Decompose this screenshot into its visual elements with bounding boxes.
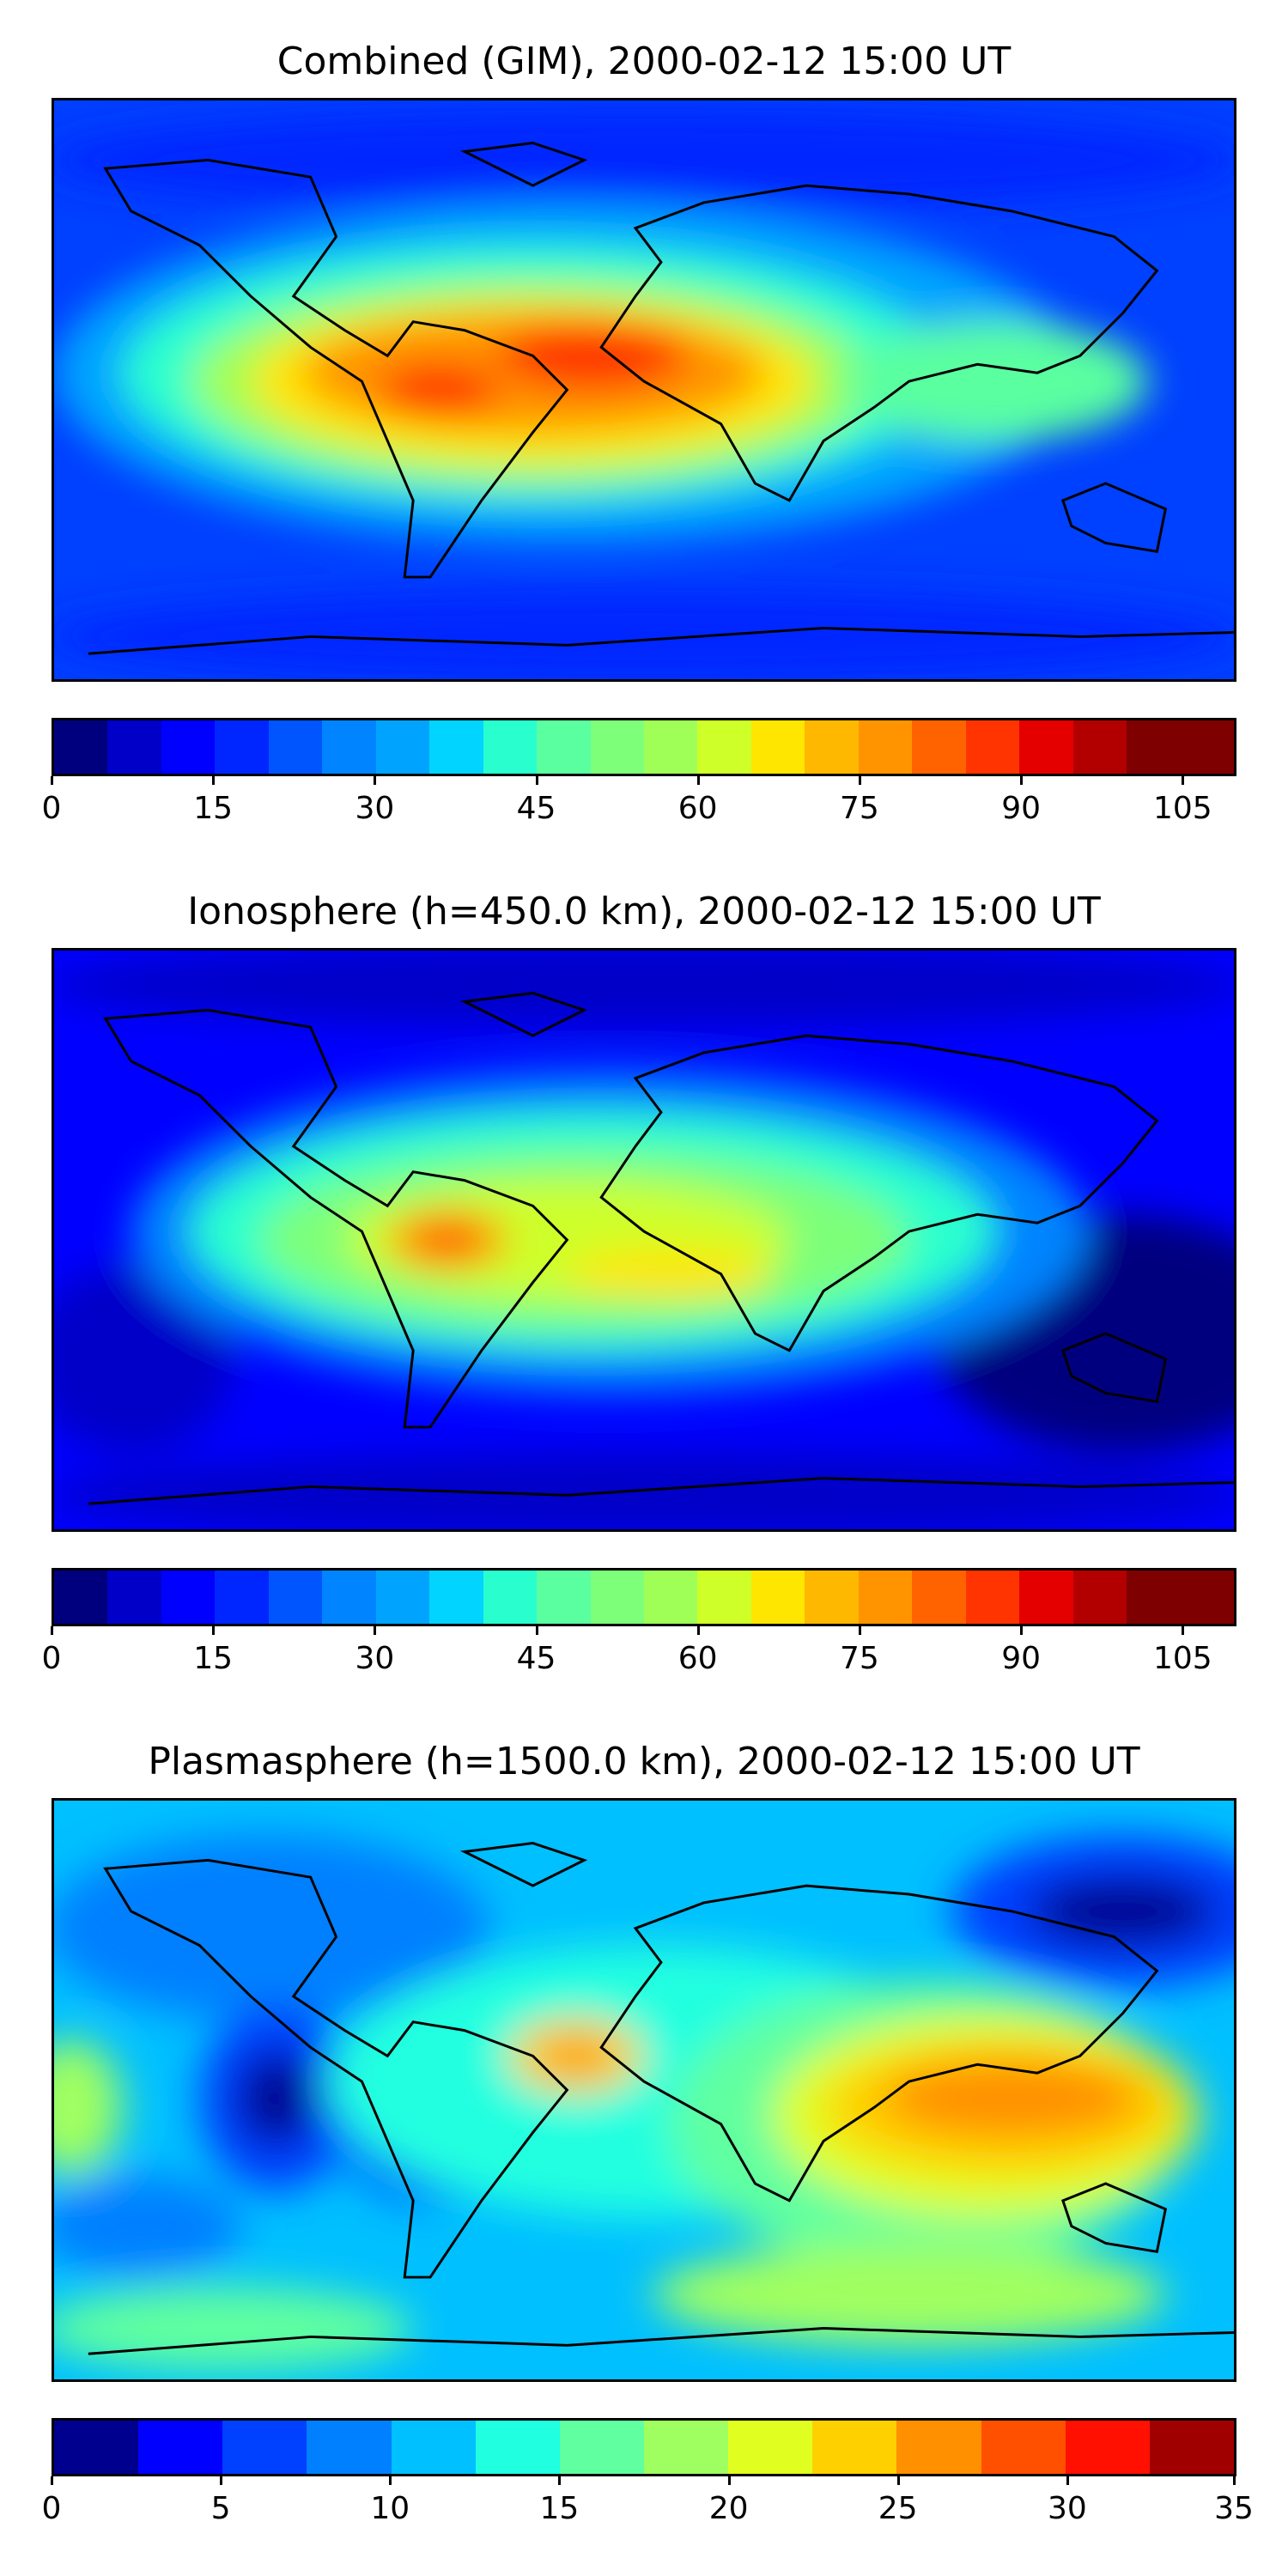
colorbar-segment bbox=[537, 720, 591, 774]
colorbar-segment bbox=[483, 720, 538, 774]
colorbar-segment bbox=[912, 1571, 966, 1624]
colorbar-segment bbox=[161, 1571, 216, 1624]
colorbar-segment bbox=[812, 2421, 897, 2474]
map-plasmasphere bbox=[52, 1798, 1236, 2382]
colorbar-segment bbox=[1127, 720, 1181, 774]
colorbar-segment bbox=[537, 1571, 591, 1624]
colorbar-segment bbox=[322, 1571, 376, 1624]
colorbar-segment bbox=[965, 720, 1020, 774]
colorbar-segment bbox=[805, 1571, 859, 1624]
colorbar-segment bbox=[1019, 720, 1073, 774]
colorbar-segment bbox=[750, 1571, 805, 1624]
colorbar-segment bbox=[1180, 720, 1234, 774]
colorbar-segment bbox=[161, 720, 216, 774]
panel-title-ionosphere: Ionosphere (h=450.0 km), 2000-02-12 15:0… bbox=[187, 890, 1101, 933]
colorbar-segment bbox=[559, 2421, 644, 2474]
colorbar-ticks-plasmasphere: 0 5 10 15 20 25 30 35 bbox=[42, 2476, 1254, 2528]
colorbar-segment bbox=[483, 1571, 538, 1624]
colorbar-segment bbox=[750, 720, 805, 774]
colorbar-plasmasphere bbox=[52, 2418, 1236, 2476]
colorbar-ticks-combined: 0 15 30 45 60 75 90 105 bbox=[42, 776, 1236, 828]
colorbar-segment bbox=[107, 1571, 161, 1624]
colorbar-segment bbox=[138, 2421, 223, 2474]
colorbar-segment bbox=[643, 2421, 729, 2474]
colorbar-segment bbox=[1149, 2421, 1234, 2474]
panel-title-combined: Combined (GIM), 2000-02-12 15:00 UT bbox=[276, 39, 1012, 83]
panel-title-plasmasphere: Plasmasphere (h=1500.0 km), 2000-02-12 1… bbox=[148, 1740, 1140, 1783]
colorbar-combined bbox=[52, 718, 1236, 776]
colorbar-segment bbox=[981, 2421, 1066, 2474]
colorbar-segment bbox=[215, 720, 269, 774]
colorbar-segment bbox=[222, 2421, 307, 2474]
colorbar-segment bbox=[375, 720, 430, 774]
map-combined-gim bbox=[52, 98, 1236, 682]
colorbar-segment bbox=[1180, 1571, 1234, 1624]
colorbar-segment bbox=[1072, 1571, 1127, 1624]
colorbar-segment bbox=[107, 720, 161, 774]
colorbar-segment bbox=[429, 720, 483, 774]
colorbar-segment bbox=[54, 2421, 139, 2474]
colorbar-segment bbox=[1127, 1571, 1181, 1624]
colorbar-segment bbox=[965, 1571, 1020, 1624]
colorbar-segment bbox=[215, 1571, 269, 1624]
colorbar-segment bbox=[429, 1571, 483, 1624]
colorbar-segment bbox=[1072, 720, 1127, 774]
colorbar-segment bbox=[858, 1571, 913, 1624]
colorbar-segment bbox=[268, 720, 323, 774]
colorbar-segment bbox=[590, 1571, 644, 1624]
colorbar-segment bbox=[643, 720, 698, 774]
colorbar-segment bbox=[307, 2421, 392, 2474]
colorbar-segment bbox=[475, 2421, 560, 2474]
colorbar-segment bbox=[805, 720, 859, 774]
colorbar-segment bbox=[54, 1571, 108, 1624]
colorbar-segment bbox=[54, 720, 108, 774]
colorbar-segment bbox=[896, 2421, 981, 2474]
colorbar-segment bbox=[697, 1571, 751, 1624]
tec-map-ionosphere bbox=[54, 951, 1234, 1529]
tec-map-plasmasphere bbox=[54, 1801, 1234, 2379]
colorbar-segment bbox=[268, 1571, 323, 1624]
colorbar-segment bbox=[912, 720, 966, 774]
colorbar-segment bbox=[728, 2421, 813, 2474]
colorbar-segment bbox=[858, 720, 913, 774]
colorbar-segment bbox=[375, 1571, 430, 1624]
map-ionosphere bbox=[52, 948, 1236, 1532]
colorbar-ionosphere bbox=[52, 1568, 1236, 1626]
colorbar-segment bbox=[643, 1571, 698, 1624]
colorbar-segment bbox=[697, 720, 751, 774]
colorbar-segment bbox=[391, 2421, 476, 2474]
colorbar-segment bbox=[322, 720, 376, 774]
colorbar-segment bbox=[1019, 1571, 1073, 1624]
colorbar-ticks-ionosphere: 0 15 30 45 60 75 90 105 bbox=[42, 1626, 1236, 1678]
colorbar-segment bbox=[1065, 2421, 1150, 2474]
colorbar-segment bbox=[590, 720, 644, 774]
tec-map-combined bbox=[54, 100, 1234, 679]
